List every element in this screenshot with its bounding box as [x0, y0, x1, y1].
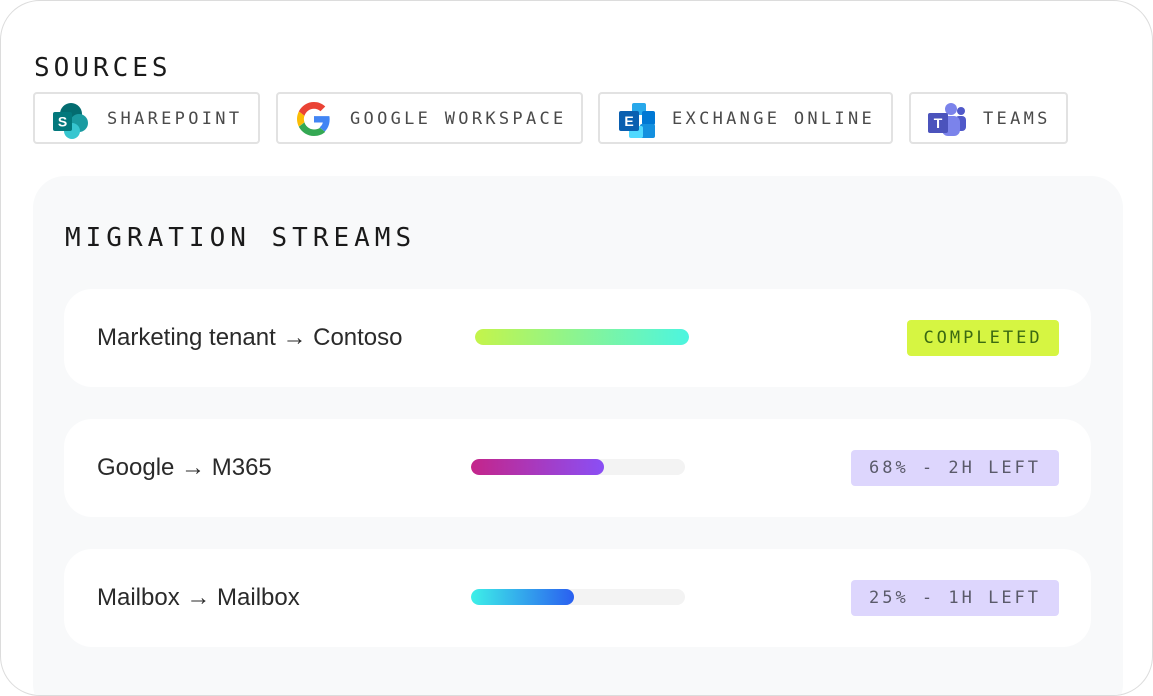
sources-title: SOURCES: [34, 53, 172, 83]
stream-progress-fill: [471, 459, 604, 475]
stream-status-badge: COMPLETED: [907, 320, 1059, 356]
stream-row[interactable]: Mailbox → Mailbox 25% - 1H LEFT: [64, 549, 1091, 647]
stream-name: Mailbox → Mailbox: [97, 584, 300, 611]
stream-progress-bar: [475, 329, 689, 345]
source-chip-label: GOOGLE WORKSPACE: [350, 109, 567, 129]
source-chip-exchange-online[interactable]: E EXCHANGE ONLINE: [598, 92, 893, 144]
svg-text:E: E: [624, 113, 633, 129]
stream-row[interactable]: Google → M365 68% - 2H LEFT: [64, 419, 1091, 517]
svg-text:T: T: [934, 115, 943, 131]
google-icon: [297, 102, 333, 138]
exchange-icon: E: [618, 102, 655, 138]
source-chip-label: TEAMS: [983, 109, 1051, 129]
stream-name: Marketing tenant → Contoso: [97, 324, 403, 351]
stream-progress-fill: [471, 589, 574, 605]
migration-streams-panel: MIGRATION STREAMS Marketing tenant → Con…: [33, 176, 1123, 695]
stream-row[interactable]: Marketing tenant → Contoso COMPLETED: [64, 289, 1091, 387]
stream-status-badge: 25% - 1H LEFT: [851, 580, 1059, 616]
stream-progress-bar: [471, 589, 685, 605]
sharepoint-icon: S: [51, 102, 88, 139]
svg-text:S: S: [58, 114, 67, 130]
stream-progress-bar: [471, 459, 685, 475]
source-chip-label: EXCHANGE ONLINE: [672, 109, 876, 129]
stream-status-badge: 68% - 2H LEFT: [851, 450, 1059, 486]
stream-progress-fill: [475, 329, 689, 345]
source-chip-label: SHAREPOINT: [107, 109, 243, 129]
source-chip-teams[interactable]: T TEAMS: [909, 92, 1068, 144]
teams-icon: T: [927, 102, 966, 138]
source-chip-sharepoint[interactable]: S SHAREPOINT: [33, 92, 260, 144]
stream-name: Google → M365: [97, 454, 272, 481]
source-chip-google-workspace[interactable]: GOOGLE WORKSPACE: [276, 92, 583, 144]
streams-title: MIGRATION STREAMS: [65, 223, 417, 253]
